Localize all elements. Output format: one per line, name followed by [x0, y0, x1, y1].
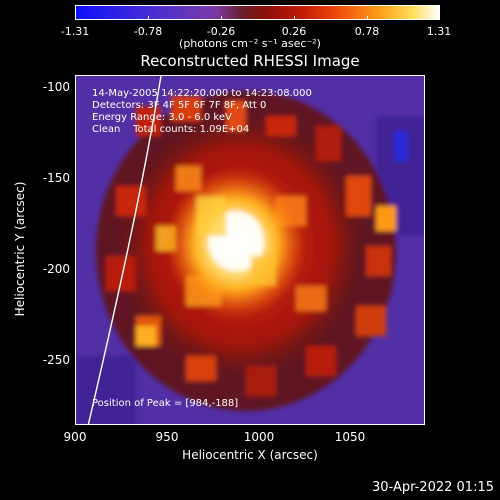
- rhessi-image-plot[interactable]: [75, 75, 425, 425]
- solar-limb-line: [87, 76, 162, 424]
- info-clean-counts: Clean Total counts: 1.09E+04: [92, 124, 250, 135]
- colorbar-tick: -0.26: [206, 25, 236, 38]
- x-tick-label: 900: [63, 430, 87, 444]
- y-tick-label: -100: [42, 80, 70, 94]
- x-tick-label: 1050: [334, 430, 366, 444]
- y-tick-label: -250: [42, 353, 70, 367]
- colorbar-tick: 0.26: [281, 25, 307, 38]
- x-tick-label: 1000: [243, 430, 275, 444]
- x-tick-label: 950: [155, 430, 179, 444]
- colorbar-unit-label: (photons cm⁻² s⁻¹ asec⁻²): [179, 37, 321, 50]
- image-title: Reconstructed RHESSI Image: [140, 52, 360, 70]
- y-tick-label: -150: [42, 171, 70, 185]
- y-axis-label: Heliocentric Y (arcsec): [13, 181, 27, 317]
- info-detectors: Detectors: 3F 4F 5F 6F 7F 8F, Att 0: [92, 100, 267, 111]
- rhessi-image-canvas: [76, 76, 424, 424]
- colorbar-tick: -0.78: [133, 25, 163, 38]
- x-axis-label: Heliocentric X (arcsec): [182, 448, 318, 462]
- y-tick-label: -200: [42, 262, 70, 276]
- info-time-range: 14-May-2005 14:22:20.000 to 14:23:08.000: [92, 88, 312, 99]
- colorbar-tick: 0.78: [354, 25, 380, 38]
- info-peak-position: Position of Peak = [984,-188]: [92, 398, 239, 409]
- colorbar-tick: -1.31: [60, 25, 90, 38]
- colorbar-tick: 1.31: [426, 25, 452, 38]
- info-energy-range: Energy Range: 3.0 - 6.0 keV: [92, 112, 232, 123]
- render-timestamp: 30-Apr-2022 01:15: [372, 480, 494, 495]
- colorbar: [75, 5, 440, 20]
